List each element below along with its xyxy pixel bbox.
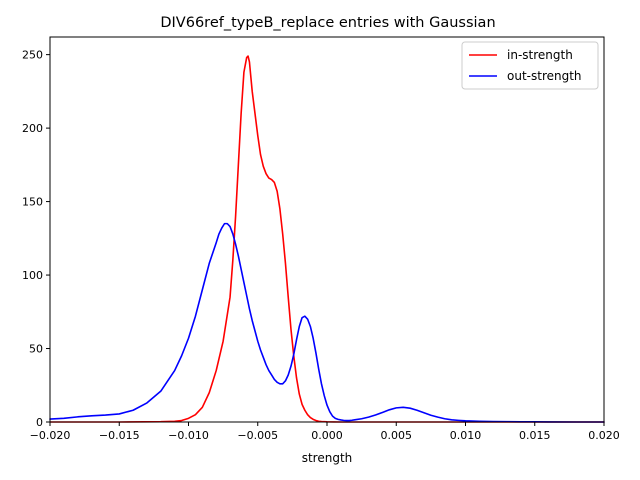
- x-tick-label: −0.005: [237, 429, 278, 442]
- y-axis-ticks: 0 50 100 150 200 250: [22, 49, 50, 429]
- series-line-out-strength: [49, 222, 605, 423]
- y-tick-label: 50: [29, 343, 43, 356]
- x-tick-label: 0.010: [450, 429, 482, 442]
- legend-label-out-strength: out-strength: [507, 69, 582, 83]
- x-tick-label: −0.015: [99, 429, 140, 442]
- chart-title: DIV66ref_typeB_replace entries with Gaus…: [160, 15, 495, 31]
- legend: in-strength out-strength: [461, 41, 599, 90]
- x-tick-label: 0.005: [381, 429, 413, 442]
- x-tick-label: 0.000: [311, 429, 343, 442]
- x-axis-label: strength: [302, 451, 353, 465]
- legend-label-in-strength: in-strength: [507, 48, 573, 62]
- x-tick-label: 0.015: [519, 429, 551, 442]
- y-tick-label: 200: [22, 122, 43, 135]
- legend-box: [461, 41, 599, 90]
- x-tick-label: 0.020: [588, 429, 620, 442]
- plot-area: −0.020 −0.015 −0.010 −0.005 0.000 0.005 0.010 0…: [22, 36, 620, 442]
- x-tick-label: −0.010: [168, 429, 209, 442]
- y-tick-label: 150: [22, 196, 43, 209]
- y-tick-label: 100: [22, 269, 43, 282]
- x-axis-ticks: −0.020 −0.015 −0.010 −0.005 0.000 0.005 0.010 0…: [30, 422, 620, 442]
- y-tick-label: 0: [36, 416, 43, 429]
- x-tick-label: −0.020: [30, 429, 71, 442]
- y-tick-label: 250: [22, 49, 43, 62]
